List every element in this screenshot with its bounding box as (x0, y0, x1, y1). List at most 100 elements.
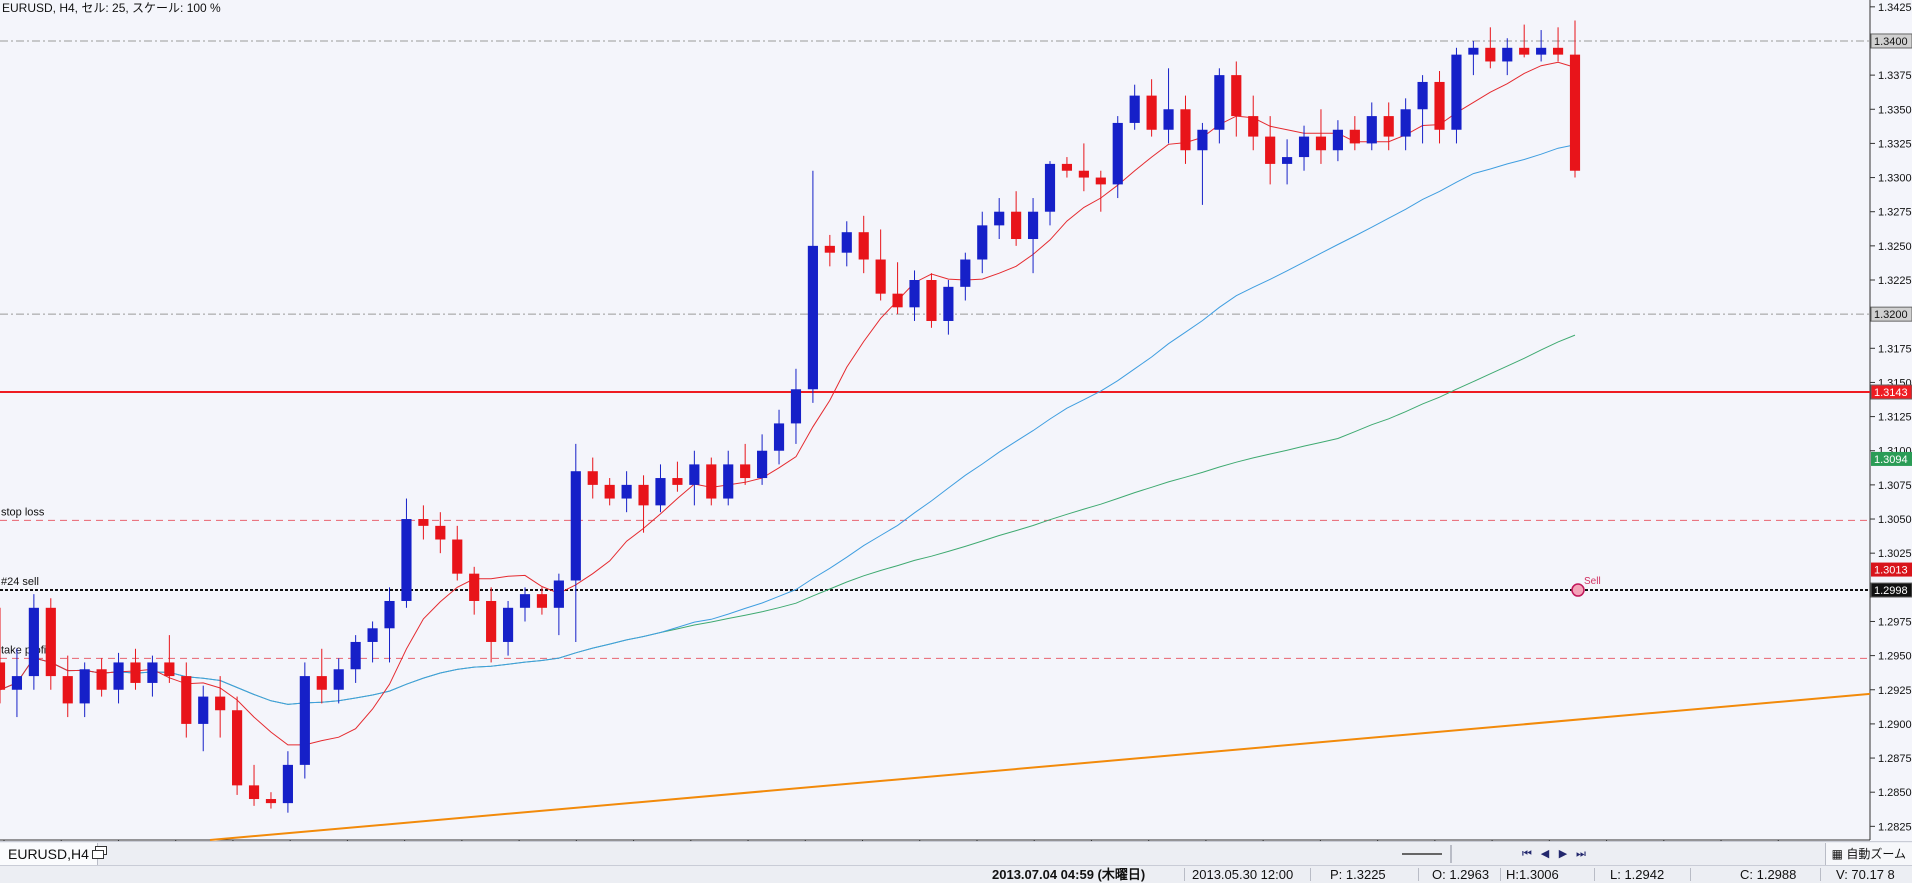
candle (553, 573, 564, 636)
candle (1569, 20, 1581, 178)
candle-body (1095, 177, 1106, 185)
candle (587, 457, 598, 499)
candle (672, 461, 683, 492)
separator (1500, 868, 1501, 881)
candle (181, 662, 192, 738)
separator (1450, 845, 1452, 863)
candle-body (265, 799, 277, 804)
y-tick-label: 1.3350 (1878, 104, 1912, 116)
candle-body (773, 423, 785, 451)
price-tag-box (1870, 33, 1912, 49)
y-tick-label: 1.2875 (1878, 753, 1912, 765)
candle (435, 512, 446, 554)
candle (824, 234, 835, 267)
candle-body (469, 573, 480, 601)
candle-body (841, 232, 852, 253)
candle-body (299, 676, 310, 765)
candle-body (1214, 75, 1225, 130)
candle-body (1197, 129, 1208, 151)
window-restore-icon[interactable] (92, 846, 107, 859)
scroll-right-icon[interactable]: ▶ (1558, 848, 1568, 860)
scroll-left-icon[interactable]: ◀ (1540, 848, 1550, 860)
candle (215, 676, 226, 738)
candle-body (248, 785, 260, 800)
candle-body (892, 293, 903, 308)
candle (79, 662, 90, 718)
candle (1231, 61, 1242, 137)
price-tag-box (1871, 562, 1912, 577)
candle-body (994, 211, 1005, 226)
candle-body (79, 669, 90, 704)
candle (994, 198, 1005, 240)
scroll-track-line[interactable] (1402, 853, 1442, 855)
candle-body (502, 607, 514, 642)
status-volume: V: 70.17 8 (1836, 867, 1895, 882)
candle (841, 221, 852, 267)
chart-tab-bar: EURUSD,H4 ⏮ ◀ ▶ ⏭ ▦ 自動ズーム (0, 841, 1912, 866)
candle-body (1163, 109, 1174, 130)
candle-body (875, 259, 886, 294)
status-p: P: 1.3225 (1330, 867, 1386, 882)
candle-body (977, 225, 988, 260)
scroll-last-icon[interactable]: ⏭ (1576, 848, 1586, 860)
scroll-first-icon[interactable]: ⏮ (1522, 848, 1532, 860)
hline-text-label: take profit (1, 644, 49, 656)
candle (1129, 84, 1140, 130)
candle (1197, 122, 1208, 205)
status-low: L: 1.2942 (1610, 867, 1665, 882)
hline-text-label: #24 sell (1, 576, 39, 588)
candle (1417, 75, 1428, 144)
candle-body (130, 662, 141, 683)
candle (350, 635, 361, 683)
y-tick-label: 1.3225 (1878, 275, 1912, 287)
candle (1468, 40, 1479, 76)
sell-marker-label: Sell (1584, 576, 1601, 587)
candle-body (486, 600, 497, 642)
candle (1400, 98, 1411, 151)
candle-body (28, 607, 39, 677)
candle (875, 229, 886, 301)
candle-body (1146, 95, 1157, 130)
candle (1502, 38, 1513, 76)
candle (723, 450, 734, 506)
candle-body (1536, 47, 1547, 55)
candle (1315, 109, 1327, 164)
candle-body (418, 519, 429, 526)
candle (1519, 24, 1530, 58)
candle-body (1383, 116, 1394, 137)
candle (943, 280, 954, 335)
y-tick-label: 1.2850 (1878, 787, 1912, 799)
candle-body (350, 641, 361, 670)
y-tick-label: 1.3300 (1878, 173, 1912, 185)
candle (1366, 102, 1377, 151)
candle-body (198, 696, 209, 724)
tab-eurusd-h4[interactable]: EURUSD,H4 (0, 843, 98, 865)
candle-body (655, 478, 666, 506)
candle-body (1552, 47, 1564, 55)
price-tag-box (1871, 451, 1912, 466)
candle (11, 648, 23, 718)
status-date2: 2013.05.30 12:00 (1192, 867, 1294, 882)
candle-body (96, 669, 107, 690)
candle-body (519, 594, 531, 608)
candle (892, 262, 903, 315)
candle-body (757, 450, 768, 479)
candle-body (909, 280, 920, 308)
candle-body (790, 389, 802, 424)
candle-body (1502, 47, 1513, 62)
y-tick-label: 1.2900 (1878, 719, 1912, 731)
candle (265, 792, 277, 809)
candle-body (570, 471, 581, 581)
candle-body (1451, 54, 1462, 130)
candle (1248, 95, 1259, 151)
separator (1418, 868, 1419, 881)
candle (1146, 79, 1157, 137)
price-tag-label: 1.3013 (1874, 565, 1908, 577)
auto-zoom-button[interactable]: ▦ 自動ズーム (1824, 843, 1912, 865)
candle-body (435, 525, 446, 540)
candle-body (1417, 81, 1428, 110)
candle (909, 270, 920, 321)
candle-body (11, 676, 23, 690)
